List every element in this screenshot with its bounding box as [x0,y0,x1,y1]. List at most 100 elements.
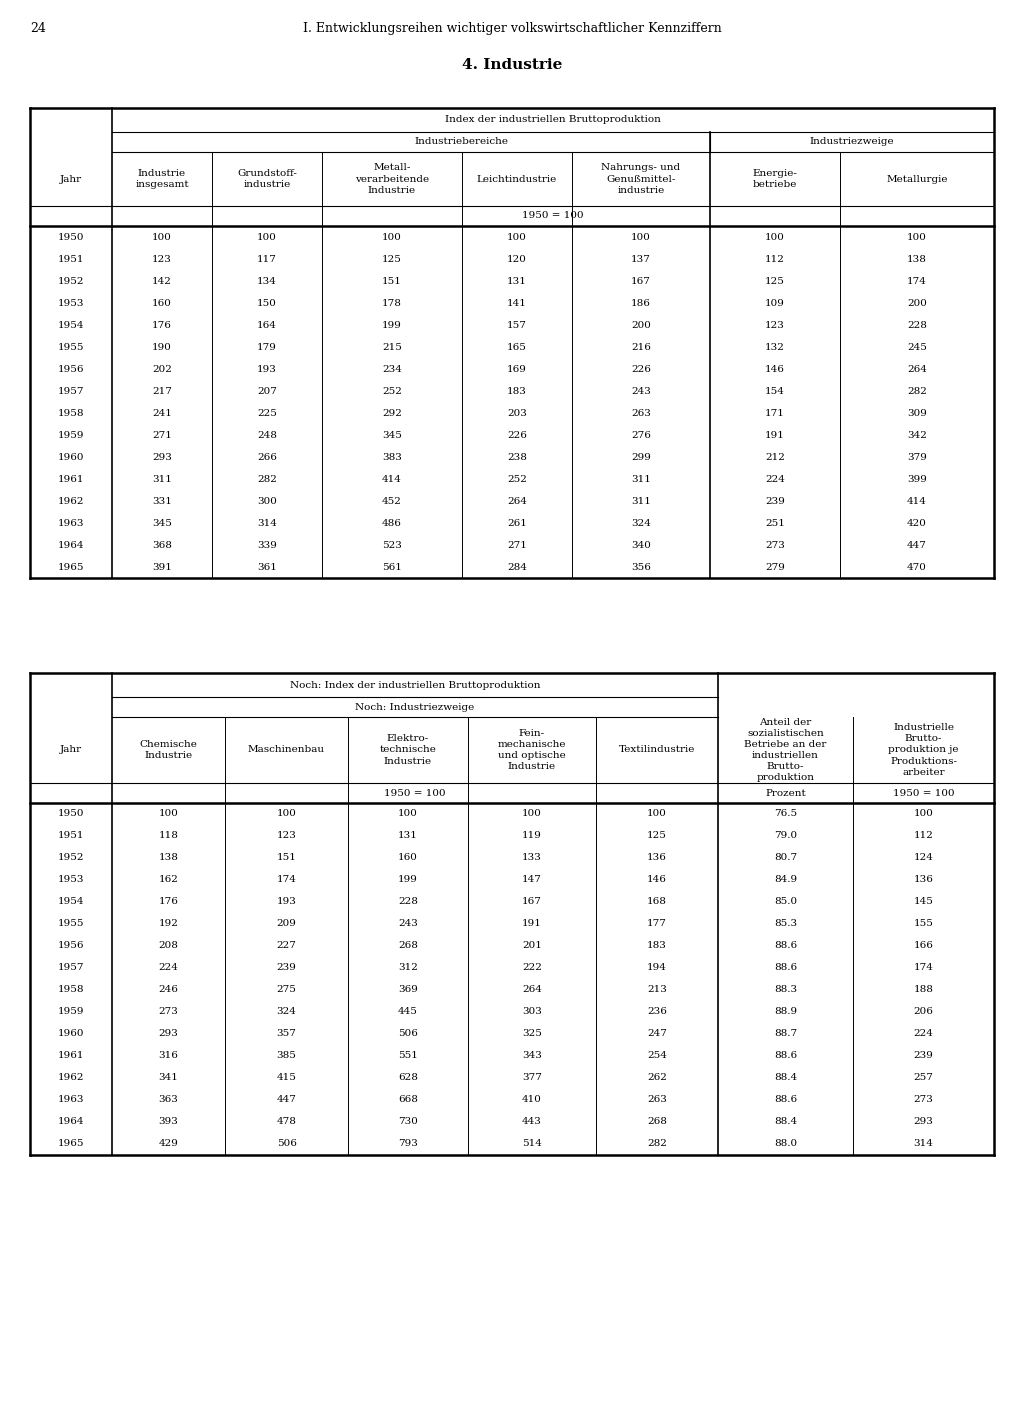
Text: 264: 264 [522,985,542,994]
Text: 252: 252 [382,386,402,396]
Text: 1965: 1965 [57,562,84,571]
Text: 243: 243 [631,386,651,396]
Text: Leichtindustrie: Leichtindustrie [477,175,557,184]
Text: 506: 506 [398,1030,418,1038]
Text: Industriezweige: Industriezweige [810,138,894,147]
Text: Grundstoff-
industrie: Grundstoff- industrie [238,169,297,189]
Text: 293: 293 [913,1118,934,1126]
Text: 160: 160 [398,853,418,863]
Text: Jahr: Jahr [60,746,82,755]
Text: Anteil der
sozialistischen
Betriebe an der
industriellen
Brutto-
produktion: Anteil der sozialistischen Betriebe an d… [744,718,826,782]
Text: 125: 125 [647,832,667,840]
Text: Industrielle
Brutto-
produktion je
Produktions-
arbeiter: Industrielle Brutto- produktion je Produ… [888,723,958,776]
Text: 200: 200 [631,320,651,329]
Text: 100: 100 [257,232,276,242]
Text: 124: 124 [913,853,934,863]
Text: 1950 = 100: 1950 = 100 [893,789,954,797]
Text: 100: 100 [647,809,667,819]
Text: 203: 203 [507,409,527,417]
Text: 123: 123 [765,320,785,329]
Text: 383: 383 [382,453,402,461]
Text: 325: 325 [522,1030,542,1038]
Text: 447: 447 [276,1095,296,1105]
Text: 228: 228 [398,897,418,907]
Text: 179: 179 [257,343,276,352]
Text: 356: 356 [631,562,651,571]
Text: I. Entwicklungsreihen wichtiger volkswirtschaftlicher Kennziffern: I. Entwicklungsreihen wichtiger volkswir… [303,21,721,36]
Text: 100: 100 [398,809,418,819]
Text: 224: 224 [913,1030,934,1038]
Text: 311: 311 [152,474,172,484]
Text: 268: 268 [398,941,418,950]
Text: 357: 357 [276,1030,296,1038]
Text: 226: 226 [507,430,527,440]
Text: 342: 342 [907,430,927,440]
Text: 123: 123 [276,832,296,840]
Text: 1960: 1960 [57,453,84,461]
Text: 174: 174 [913,964,934,973]
Text: 1950: 1950 [57,232,84,242]
Text: 470: 470 [907,562,927,571]
Text: 239: 239 [276,964,296,973]
Text: 100: 100 [907,232,927,242]
Text: 150: 150 [257,299,276,308]
Text: 341: 341 [159,1074,178,1082]
Text: 125: 125 [765,276,785,285]
Text: 88.6: 88.6 [774,1051,797,1061]
Text: 309: 309 [907,409,927,417]
Text: 1951: 1951 [57,255,84,263]
Text: 303: 303 [522,1008,542,1017]
Text: 414: 414 [907,497,927,506]
Text: 1962: 1962 [57,497,84,506]
Text: 276: 276 [631,430,651,440]
Text: 1954: 1954 [57,320,84,329]
Text: 118: 118 [159,832,178,840]
Text: 76.5: 76.5 [774,809,797,819]
Text: 109: 109 [765,299,785,308]
Text: 100: 100 [507,232,527,242]
Text: 234: 234 [382,365,402,373]
Text: 193: 193 [257,365,276,373]
Text: 216: 216 [631,343,651,352]
Text: 293: 293 [152,453,172,461]
Text: 1964: 1964 [57,1118,84,1126]
Text: 228: 228 [907,320,927,329]
Text: 393: 393 [159,1118,178,1126]
Text: 282: 282 [257,474,276,484]
Text: 324: 324 [631,518,651,527]
Text: 628: 628 [398,1074,418,1082]
Text: 162: 162 [159,876,178,884]
Text: 339: 339 [257,541,276,550]
Text: 132: 132 [765,343,785,352]
Text: 85.3: 85.3 [774,920,797,928]
Text: 1963: 1963 [57,518,84,527]
Text: 236: 236 [647,1008,667,1017]
Text: 199: 199 [382,320,402,329]
Text: 136: 136 [913,876,934,884]
Text: 379: 379 [907,453,927,461]
Text: 145: 145 [913,897,934,907]
Text: 167: 167 [522,897,542,907]
Text: 157: 157 [507,320,527,329]
Text: 207: 207 [257,386,276,396]
Text: 314: 314 [913,1139,934,1149]
Text: 311: 311 [631,497,651,506]
Text: 79.0: 79.0 [774,832,797,840]
Text: 1962: 1962 [57,1074,84,1082]
Text: 88.7: 88.7 [774,1030,797,1038]
Text: 226: 226 [631,365,651,373]
Text: 293: 293 [159,1030,178,1038]
Text: 134: 134 [257,276,276,285]
Text: 252: 252 [507,474,527,484]
Text: 300: 300 [257,497,276,506]
Text: 445: 445 [398,1008,418,1017]
Text: Metallurgie: Metallurgie [886,175,948,184]
Text: 177: 177 [647,920,667,928]
Text: Industriebereiche: Industriebereiche [414,138,508,147]
Text: 316: 316 [159,1051,178,1061]
Text: 345: 345 [382,430,402,440]
Text: 100: 100 [276,809,296,819]
Text: 514: 514 [522,1139,542,1149]
Text: 136: 136 [647,853,667,863]
Text: 1955: 1955 [57,343,84,352]
